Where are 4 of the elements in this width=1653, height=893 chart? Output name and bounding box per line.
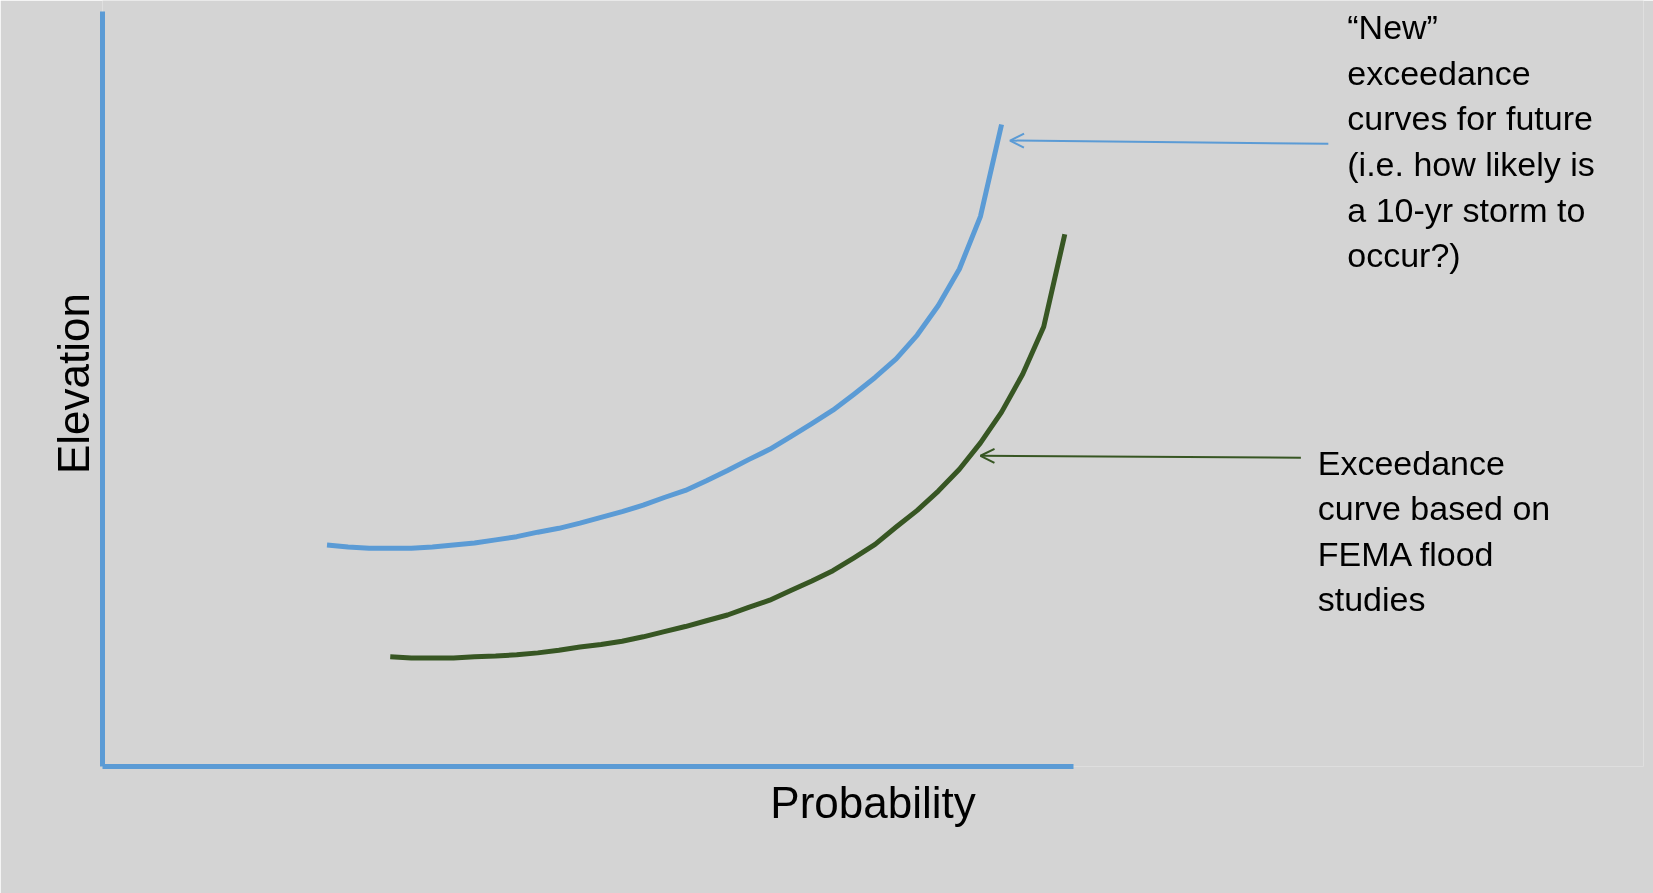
x-axis-title: Probability bbox=[770, 777, 976, 827]
text: “New” exceedance curves for future (i.e. how likely is a 10-yr storm to occur?) bbox=[1347, 8, 1595, 275]
y-axis-title: Elevation bbox=[48, 292, 98, 474]
text: Exceedance curve based on FEMA flood studies bbox=[1317, 443, 1551, 619]
